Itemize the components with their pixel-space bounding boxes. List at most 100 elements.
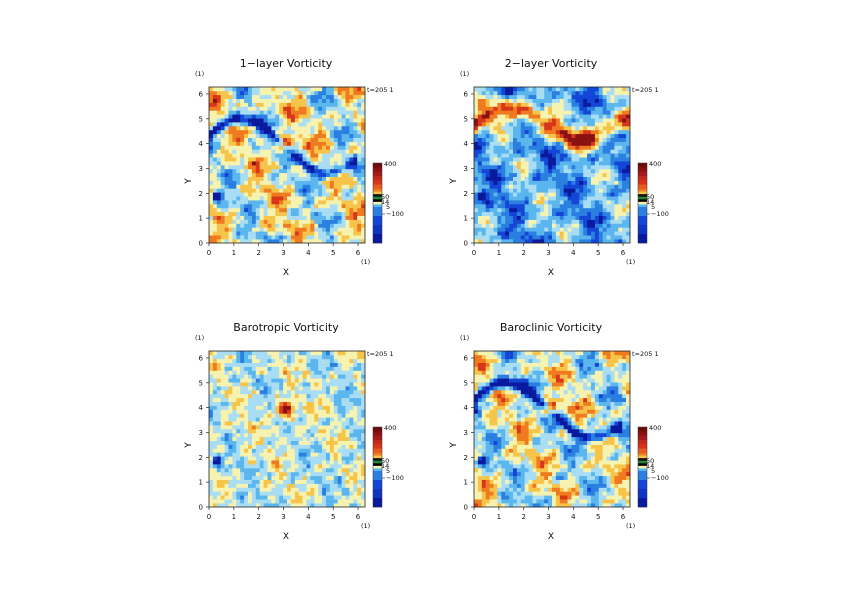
heatmap-cell bbox=[212, 227, 218, 232]
heatmap-cell bbox=[255, 165, 260, 170]
heatmap-cell bbox=[571, 192, 576, 197]
heatmap-cell bbox=[255, 503, 260, 508]
heatmap-cell bbox=[294, 413, 299, 418]
heatmap-cell bbox=[571, 211, 576, 216]
colorbar-segment bbox=[638, 204, 647, 208]
heatmap-cell bbox=[591, 114, 596, 119]
heatmap-cell bbox=[314, 118, 319, 123]
heatmap-cell bbox=[349, 90, 354, 96]
heatmap-cell bbox=[516, 223, 522, 228]
heatmap-cell bbox=[594, 149, 600, 154]
heatmap-cell bbox=[240, 413, 245, 418]
heatmap-cell bbox=[314, 483, 319, 488]
heatmap-cell bbox=[212, 145, 218, 150]
heatmap-cell bbox=[209, 200, 214, 205]
heatmap-cell bbox=[228, 491, 233, 496]
heatmap-cell bbox=[329, 227, 335, 232]
heatmap-cell bbox=[267, 425, 272, 430]
heatmap-cell bbox=[345, 351, 350, 356]
heatmap-cell bbox=[326, 157, 331, 162]
heatmap-cell bbox=[275, 188, 280, 193]
heatmap-cell bbox=[544, 180, 549, 185]
heatmap-cell bbox=[298, 456, 303, 461]
heatmap-cell bbox=[209, 429, 214, 434]
heatmap-cell bbox=[571, 219, 576, 224]
heatmap-cell bbox=[244, 141, 249, 146]
heatmap-cell bbox=[563, 204, 568, 209]
heatmap-cell bbox=[224, 133, 229, 138]
heatmap-cell bbox=[302, 358, 307, 363]
heatmap-cell bbox=[345, 483, 350, 488]
heatmap-cell bbox=[283, 456, 288, 461]
heatmap-cell bbox=[275, 499, 280, 504]
heatmap-cell bbox=[287, 184, 292, 189]
heatmap-cell bbox=[345, 405, 350, 410]
heatmap-cell bbox=[626, 184, 631, 189]
heatmap-cell bbox=[353, 188, 358, 193]
heatmap-cell bbox=[610, 157, 615, 162]
heatmap-cell bbox=[232, 215, 237, 220]
heatmap-cell bbox=[283, 409, 288, 414]
heatmap-cell bbox=[271, 90, 276, 96]
heatmap-cell bbox=[263, 157, 268, 162]
heatmap-cell bbox=[228, 479, 233, 484]
heatmap-cell bbox=[283, 90, 288, 96]
heatmap-cell bbox=[333, 200, 338, 205]
heatmap-cell bbox=[626, 168, 631, 174]
heatmap-cell bbox=[501, 188, 506, 193]
heatmap-cell bbox=[505, 102, 510, 107]
heatmap-cell bbox=[579, 231, 584, 236]
heatmap-cell bbox=[322, 98, 327, 103]
heatmap-cell bbox=[555, 207, 561, 213]
heatmap-cell bbox=[322, 153, 327, 158]
heatmap-cell bbox=[314, 145, 319, 150]
heatmap-cell bbox=[220, 421, 225, 426]
heatmap-cell bbox=[302, 429, 307, 434]
heatmap-cell bbox=[322, 378, 327, 383]
heatmap-cell bbox=[485, 180, 490, 185]
heatmap-cell bbox=[251, 137, 257, 142]
heatmap-cell bbox=[552, 188, 557, 193]
heatmap-cell bbox=[248, 444, 253, 449]
heatmap-cell bbox=[353, 452, 358, 457]
heatmap-cell bbox=[267, 409, 272, 414]
heatmap-cell bbox=[552, 87, 557, 92]
heatmap-cell bbox=[353, 460, 358, 465]
heatmap-cell bbox=[322, 102, 327, 107]
heatmap-cell bbox=[594, 126, 600, 131]
heatmap-cell bbox=[329, 452, 335, 457]
heatmap-cell bbox=[493, 192, 498, 197]
heatmap-cell bbox=[236, 184, 241, 189]
heatmap-cell bbox=[216, 231, 221, 236]
heatmap-cell bbox=[275, 118, 280, 123]
heatmap-cell bbox=[244, 188, 249, 193]
heatmap-cell bbox=[606, 114, 611, 119]
heatmap-cell bbox=[474, 118, 479, 123]
heatmap-cell bbox=[240, 460, 245, 465]
heatmap-cell bbox=[310, 106, 315, 111]
heatmap-cell bbox=[267, 200, 272, 205]
heatmap-cell bbox=[220, 137, 225, 142]
heatmap-cell bbox=[287, 378, 292, 383]
heatmap-cell bbox=[516, 133, 522, 138]
heatmap-cell bbox=[559, 153, 564, 158]
colorbar-segment bbox=[373, 216, 382, 226]
heatmap-cell bbox=[240, 94, 245, 99]
heatmap-cell bbox=[329, 354, 335, 360]
heatmap-cell bbox=[552, 145, 557, 150]
heatmap-cell bbox=[571, 184, 576, 189]
heatmap-cell bbox=[341, 405, 346, 410]
heatmap-cell bbox=[548, 90, 553, 96]
heatmap-cell bbox=[271, 382, 276, 387]
heatmap-cell bbox=[532, 172, 537, 177]
heatmap-cell bbox=[275, 429, 280, 434]
heatmap-cell bbox=[606, 227, 611, 232]
colorbar-label: 50 bbox=[381, 193, 389, 201]
heatmap-cell bbox=[271, 475, 276, 480]
heatmap-cell bbox=[353, 192, 358, 197]
heatmap-cell bbox=[251, 153, 257, 158]
heatmap-cell bbox=[290, 122, 296, 127]
heatmap-cell bbox=[345, 425, 350, 430]
heatmap-cell bbox=[591, 239, 596, 244]
colorbar-segment bbox=[373, 204, 382, 208]
